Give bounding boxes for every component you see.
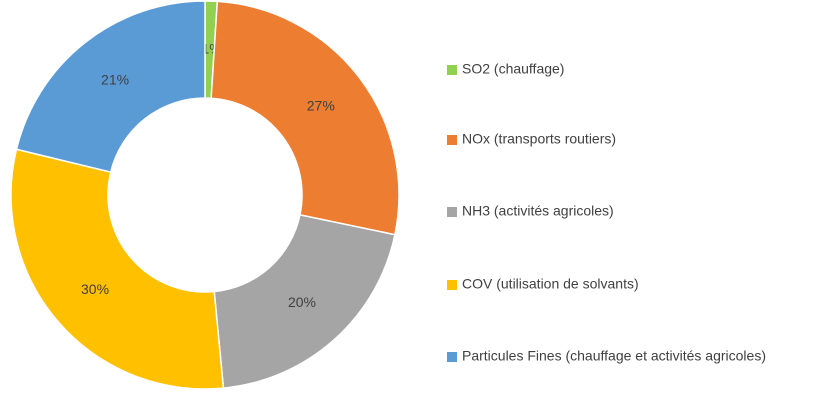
donut-slice	[15, 0, 206, 174]
data-label: 21%	[101, 71, 129, 87]
data-label: 30%	[81, 281, 109, 297]
legend-swatch	[447, 65, 457, 75]
donut-slice	[213, 213, 396, 389]
legend-label: NH3 (activités agricoles)	[462, 203, 614, 219]
legend-label: Particules Fines (chauffage et activités…	[462, 348, 766, 364]
legend-swatch	[447, 207, 457, 217]
data-label: 27%	[307, 98, 335, 114]
donut-slice	[10, 148, 225, 390]
donut-slice	[210, 0, 400, 236]
legend-label: COV (utilisation de solvants)	[462, 276, 639, 292]
legend-swatch	[447, 280, 457, 290]
legend-label: SO2 (chauffage)	[462, 61, 564, 77]
legend-swatch	[447, 352, 457, 362]
data-label: 20%	[288, 294, 316, 310]
legend-label: NOx (transports routiers)	[462, 131, 616, 147]
legend-swatch	[447, 135, 457, 145]
